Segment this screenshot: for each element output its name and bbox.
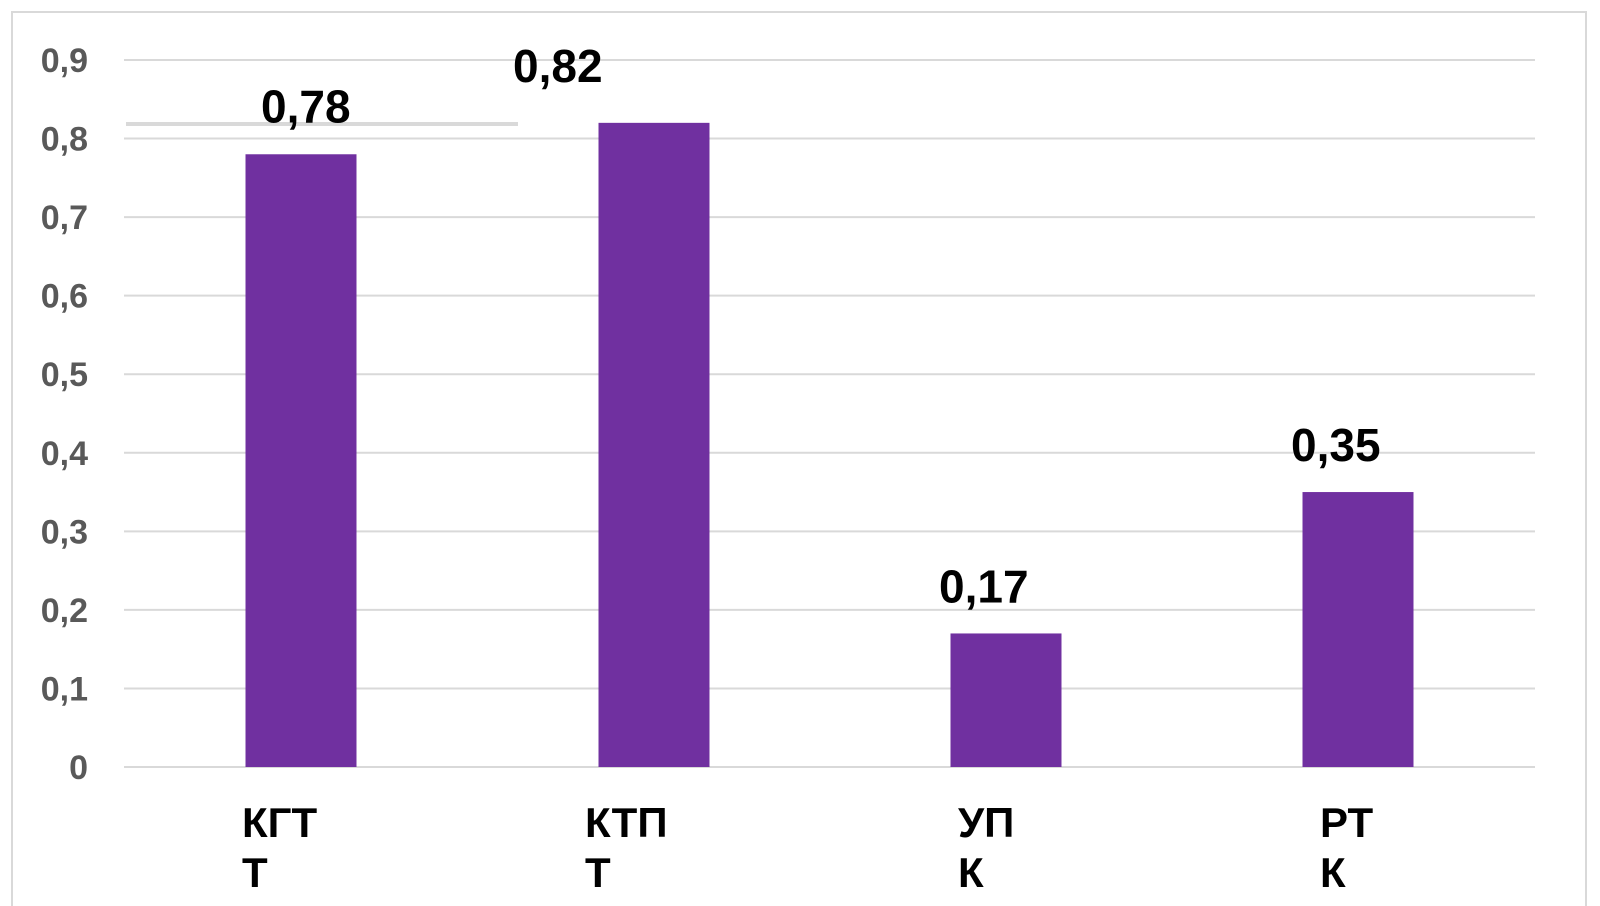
chart-frame: [11, 11, 1587, 906]
y-axis-ticks: 0 0,1 0,2 0,3 0,4 0,5 0,6 0,7 0,8 0,9: [41, 42, 88, 787]
x-tick-label: Т: [585, 849, 611, 896]
y-tick-label: 0,4: [41, 435, 88, 473]
bar: [598, 122, 710, 768]
y-tick-label: 0,9: [41, 42, 88, 80]
y-tick-label: 0,7: [41, 199, 88, 237]
y-tick-label: 0,6: [41, 278, 88, 316]
y-tick-label: 0,3: [41, 513, 88, 551]
bar: [950, 633, 1062, 767]
x-tick-label: КГТ: [242, 799, 317, 846]
data-label: 0,17: [939, 560, 1029, 612]
x-tick-label: КТП: [585, 799, 668, 846]
x-tick-label: РТ: [1320, 799, 1373, 846]
bars: [245, 122, 1414, 768]
data-labels: 0,78 0,82 0,17 0,35: [261, 40, 1381, 613]
data-label: 0,82: [513, 40, 603, 92]
bar: [245, 154, 357, 767]
x-tick-label: К: [1320, 849, 1346, 896]
y-tick-label: 0,5: [41, 356, 88, 394]
x-tick-label: Т: [242, 849, 268, 896]
x-tick-label: К: [958, 849, 984, 896]
y-tick-label: 0,8: [41, 121, 88, 159]
data-label: 0,78: [261, 80, 351, 132]
y-tick-label: 0,2: [41, 592, 88, 630]
x-tick-label: УП: [958, 799, 1014, 846]
data-label: 0,35: [1291, 419, 1381, 471]
bar: [1302, 492, 1414, 767]
gridlines: [124, 59, 1535, 768]
y-tick-label: 0,1: [41, 670, 88, 708]
y-tick-label: 0: [69, 749, 88, 787]
